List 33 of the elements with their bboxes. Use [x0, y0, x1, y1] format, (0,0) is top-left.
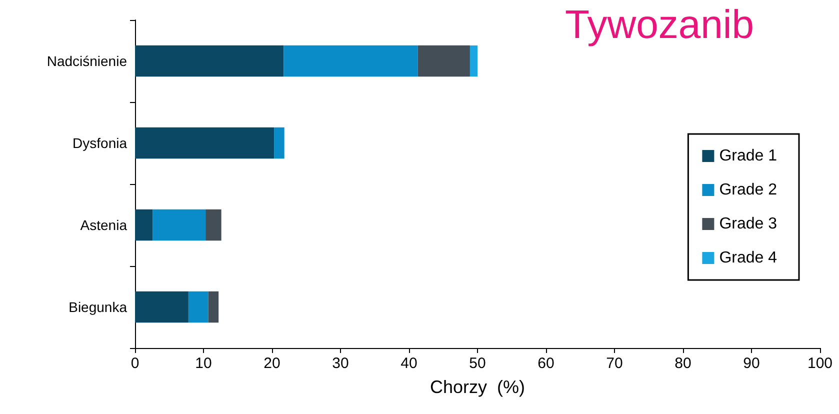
x-tick-label: 30	[332, 355, 349, 372]
bar	[135, 291, 188, 323]
bar	[135, 209, 153, 241]
x-tick-label: 10	[195, 355, 212, 372]
bar	[152, 209, 206, 241]
y-tick-label: Dysfonia	[72, 135, 128, 151]
x-tick-label: 0	[130, 355, 140, 372]
legend-label: Grade 4	[719, 250, 778, 266]
bar	[188, 291, 208, 323]
x-tick-label: 50	[469, 355, 486, 372]
x-tick-label: 60	[538, 355, 554, 372]
y-tick-label: Nadciśnienie	[46, 53, 128, 69]
x-tick-label: 20	[264, 355, 280, 372]
bar	[206, 209, 222, 241]
y-tick-label: Astenia	[80, 217, 128, 233]
x-tick-label: 90	[743, 355, 760, 372]
bar	[208, 291, 219, 323]
y-tick-label: Biegunka	[68, 299, 128, 315]
x-tick-label: 70	[606, 355, 623, 372]
chart-title: Tywozanib	[565, 3, 754, 47]
legend-label: Grade 1	[719, 148, 778, 164]
x-tick-label: 80	[674, 355, 692, 372]
legend-label: Grade 3	[719, 216, 778, 232]
bar	[274, 127, 284, 159]
bar	[470, 45, 478, 77]
legend-label: Grade 2	[719, 182, 778, 198]
x-axis-title: Chorzy (%)	[430, 377, 526, 397]
x-tick-label: 40	[400, 355, 418, 372]
bar	[284, 45, 418, 77]
bar	[418, 45, 470, 77]
x-tick-label: 100	[807, 355, 833, 372]
bar	[135, 127, 274, 159]
bar	[135, 45, 284, 77]
